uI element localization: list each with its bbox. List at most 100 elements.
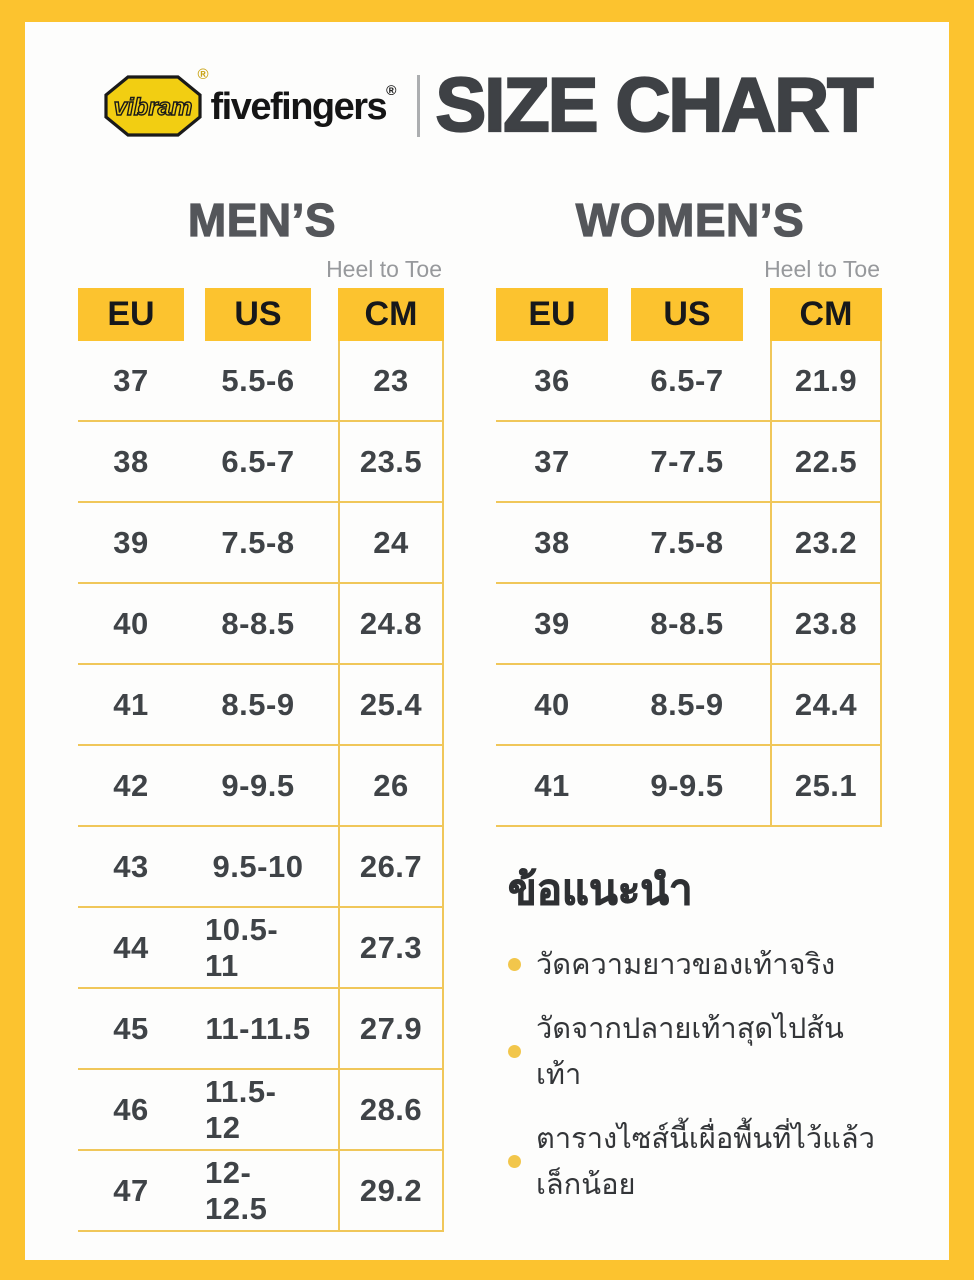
- table-cell: 10.5-11: [205, 908, 311, 989]
- table-cell: 24.4: [770, 665, 882, 746]
- table-cell: 38: [496, 503, 608, 584]
- table-row: 37 5.5-6 23: [78, 341, 446, 422]
- table-cell-spacer: [311, 746, 338, 827]
- table-cell: 23.2: [770, 503, 882, 584]
- table-cell-spacer: [184, 827, 205, 908]
- table-cell-spacer: [311, 1151, 338, 1232]
- table-cell: 38: [78, 422, 184, 503]
- bullet-dot-icon: [508, 957, 521, 971]
- table-cell: 7-7.5: [631, 422, 743, 503]
- table-cell: 9-9.5: [631, 746, 743, 827]
- column-header-cm: CM: [770, 288, 882, 341]
- poster-page: vibram ® fivefingers® SIZE CHART MEN’S H…: [25, 22, 949, 1260]
- table-cell: 5.5-6: [205, 341, 311, 422]
- womens-heel-to-toe-note: Heel to Toe: [764, 256, 880, 282]
- table-cell: 39: [78, 503, 184, 584]
- header-divider: [416, 74, 420, 137]
- table-header-row: EU US CM: [78, 288, 446, 341]
- table-cell-spacer: [184, 584, 205, 665]
- tip-item: วัดความยาวของเท้าจริง: [508, 941, 884, 987]
- table-cell: 24: [338, 503, 444, 584]
- table-cell: 43: [78, 827, 184, 908]
- table-cell-spacer: [311, 503, 338, 584]
- mens-section-title: MEN’S: [187, 193, 337, 246]
- table-row: 38 6.5-7 23.5: [78, 422, 446, 503]
- tip-item: วัดจากปลายเท้าสุดไปส้นเท้า: [508, 1005, 884, 1097]
- table-cell: 27.3: [338, 908, 444, 989]
- column-header-eu: EU: [78, 288, 184, 341]
- table-cell-spacer: [608, 503, 631, 584]
- fivefingers-text: fivefingers: [210, 86, 388, 128]
- table-cell-spacer: [184, 1070, 205, 1151]
- table-cell: 27.9: [338, 989, 444, 1070]
- column-header-us: US: [631, 288, 743, 341]
- table-cell-spacer: [311, 1070, 338, 1151]
- table-cell: 11.5-12: [205, 1070, 311, 1151]
- table-cell: 40: [78, 584, 184, 665]
- table-row: 46 11.5-12 28.6: [78, 1070, 446, 1151]
- table-cell: 6.5-7: [631, 341, 743, 422]
- vibram-octagon-icon: vibram: [103, 74, 202, 137]
- table-cell-spacer: [311, 908, 338, 989]
- table-cell-spacer: [311, 827, 338, 908]
- table-cell: 37: [78, 341, 184, 422]
- table-cell: 46: [78, 1070, 184, 1151]
- table-cell-spacer: [311, 341, 338, 422]
- table-cell: 8-8.5: [205, 584, 311, 665]
- table-cell-spacer: [743, 746, 770, 827]
- table-row: 38 7.5-8 23.2: [496, 503, 884, 584]
- table-cell: 41: [496, 746, 608, 827]
- table-cell-spacer: [184, 746, 205, 827]
- table-cell-spacer: [743, 584, 770, 665]
- table-cell-spacer: [184, 665, 205, 746]
- table-cell-spacer: [184, 341, 205, 422]
- table-row: 40 8-8.5 24.8: [78, 584, 446, 665]
- header-spacer: [608, 288, 631, 341]
- tip-item: ตารางไซส์นี้เผื่อพื้นที่ไว้แล้วเล็กน้อย: [508, 1115, 884, 1207]
- tip-text: วัดความยาวของเท้าจริง: [536, 949, 836, 981]
- table-cell: 7.5-8: [631, 503, 743, 584]
- table-cell: 23.5: [338, 422, 444, 503]
- bullet-dot-icon: [508, 1154, 521, 1168]
- vibram-logo: vibram ®: [103, 66, 209, 138]
- table-cell: 8.5-9: [205, 665, 311, 746]
- womens-section-title: WOMEN’S: [575, 193, 805, 246]
- tip-text: วัดจากปลายเท้าสุดไปส้นเท้า: [536, 1013, 844, 1091]
- table-cell: 26: [338, 746, 444, 827]
- column-header-us: US: [205, 288, 311, 341]
- table-cell-spacer: [608, 341, 631, 422]
- mens-heel-to-toe-note: Heel to Toe: [326, 256, 442, 282]
- table-cell-spacer: [184, 503, 205, 584]
- table-row: 44 10.5-11 27.3: [78, 908, 446, 989]
- page-title: SIZE CHART: [434, 62, 874, 149]
- table-cell: 8.5-9: [631, 665, 743, 746]
- table-cell-spacer: [743, 503, 770, 584]
- table-row: 36 6.5-7 21.9: [496, 341, 884, 422]
- table-cell: 8-8.5: [631, 584, 743, 665]
- table-cell-spacer: [184, 422, 205, 503]
- womens-section: WOMEN’S Heel to Toe EU US CM 36 6.5-7 21.9…: [496, 193, 884, 1232]
- table-cell: 40: [496, 665, 608, 746]
- tips-list: วัดความยาวของเท้าจริงวัดจากปลายเท้าสุดไป…: [508, 941, 884, 1207]
- table-cell: 42: [78, 746, 184, 827]
- main-content: MEN’S Heel to Toe EU US CM 37 5.5-6 23 38 6.…: [25, 193, 949, 1232]
- table-cell: 9-9.5: [205, 746, 311, 827]
- table-cell: 6.5-7: [205, 422, 311, 503]
- tips-section: ข้อแนะนำ วัดความยาวของเท้าจริงวัดจากปลาย…: [496, 857, 884, 1207]
- table-cell: 7.5-8: [205, 503, 311, 584]
- header: vibram ® fivefingers® SIZE CHART: [25, 62, 949, 149]
- table-cell: 21.9: [770, 341, 882, 422]
- tips-heading: ข้อแนะนำ: [508, 866, 693, 914]
- table-cell: 47: [78, 1151, 184, 1232]
- table-cell: 12-12.5: [205, 1151, 311, 1232]
- table-cell: 37: [496, 422, 608, 503]
- registered-mark-icon: ®: [386, 82, 397, 98]
- table-cell-spacer: [311, 584, 338, 665]
- table-cell-spacer: [184, 908, 205, 989]
- table-row: 40 8.5-9 24.4: [496, 665, 884, 746]
- table-row: 43 9.5-10 26.7: [78, 827, 446, 908]
- header-spacer: [184, 288, 205, 341]
- vibram-wordmark: vibram: [113, 94, 192, 121]
- table-cell: 41: [78, 665, 184, 746]
